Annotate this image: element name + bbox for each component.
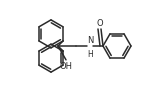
Text: OH: OH bbox=[60, 62, 73, 71]
Text: O: O bbox=[97, 19, 103, 28]
Text: H: H bbox=[87, 50, 93, 59]
Text: N: N bbox=[87, 36, 93, 45]
